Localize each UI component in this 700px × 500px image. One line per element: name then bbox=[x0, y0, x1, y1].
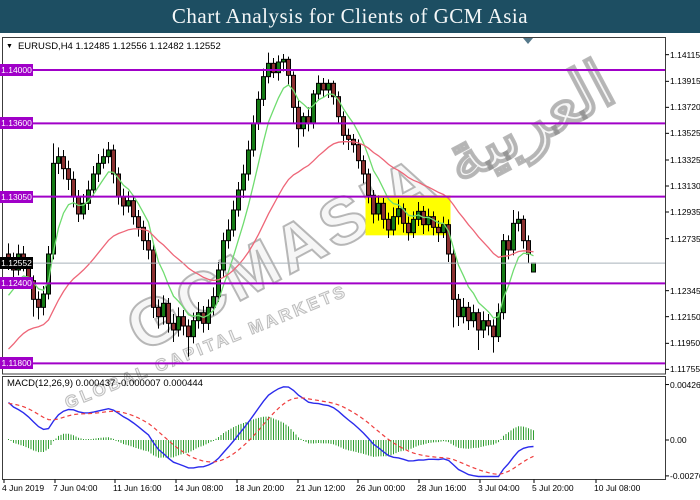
macd-axis-label: 0.004266 bbox=[670, 379, 700, 390]
indicator-label: MACD(12,26,9) 0.000437 -0.000007 0.00044… bbox=[7, 378, 203, 389]
macd-axis-label: -0.002761 bbox=[670, 470, 700, 481]
price-axis-label: 1.13130 bbox=[670, 181, 700, 191]
price-level-badge: 1.14000 bbox=[0, 64, 33, 76]
macd-axis-label: 0.00 bbox=[670, 435, 687, 445]
date-axis-label: 3 Jul 04:00 bbox=[478, 483, 520, 493]
macd-histogram-layer bbox=[8, 416, 534, 458]
date-axis-label: 4 Jun 2019 bbox=[2, 483, 45, 493]
price-level-badge: 1.11800 bbox=[0, 357, 33, 370]
chart-header: ▼ EURUSD,H4 1.12485 1.12556 1.12482 1.125… bbox=[6, 41, 221, 52]
price-axis-label: 1.13325 bbox=[670, 155, 700, 165]
price-axis-label: 1.13525 bbox=[670, 128, 700, 139]
price-axis-label: 1.14115 bbox=[670, 49, 700, 60]
price-axis-label: 1.13720 bbox=[670, 102, 700, 113]
panel-frames bbox=[2, 37, 666, 480]
date-axis-label: 26 Jun 00:00 bbox=[356, 483, 406, 493]
price-level-badge: 1.13600 bbox=[0, 117, 33, 130]
date-axis-label: 5 Jul 20:00 bbox=[532, 483, 574, 493]
symbol-dropdown-icon[interactable]: ▼ bbox=[6, 43, 13, 50]
price-axis-label: 1.12345 bbox=[670, 285, 700, 296]
date-axis-label: 14 Jun 08:00 bbox=[174, 483, 224, 493]
price-axis-label: 1.11950 bbox=[670, 338, 700, 349]
macd-lines-layer bbox=[8, 386, 534, 478]
page-title: Chart Analysis for Clients of GCM Asia bbox=[171, 4, 529, 28]
price-level-badge: 1.13050 bbox=[0, 190, 33, 203]
axis-ticks bbox=[3, 54, 669, 483]
date-axis-label: 28 Jun 16:00 bbox=[417, 483, 467, 493]
date-axis-label: 7 Jun 04:00 bbox=[53, 483, 98, 493]
price-axis-label: 1.12935 bbox=[670, 207, 700, 217]
date-axis-label: 10 Jul 08:00 bbox=[594, 483, 641, 493]
price-level-badge: 1.12400 bbox=[0, 277, 33, 290]
price-axis-label: 1.12735 bbox=[670, 233, 700, 244]
markers-layer bbox=[523, 38, 533, 44]
levels-layer bbox=[3, 69, 665, 365]
date-axis-label: 21 Jun 12:00 bbox=[296, 483, 346, 493]
price-axis-label: 1.11755 bbox=[670, 364, 700, 375]
price-axis-label: 1.13915 bbox=[670, 76, 700, 87]
date-axis-label: 18 Jun 20:00 bbox=[235, 483, 285, 493]
date-axis-label: 11 Jun 16:00 bbox=[113, 483, 162, 493]
moving-averages-layer bbox=[7, 84, 534, 350]
candles-layer bbox=[6, 52, 536, 357]
symbol-ohlc-label: EURUSD,H4 1.12485 1.12556 1.12482 1.1255… bbox=[17, 41, 221, 52]
price-axis-label: 1.12150 bbox=[670, 311, 700, 322]
title-bar: Chart Analysis for Clients of GCM Asia bbox=[0, 0, 700, 33]
current-price-badge: 1.12552 bbox=[0, 257, 33, 270]
scroll-marker-icon bbox=[523, 38, 533, 44]
